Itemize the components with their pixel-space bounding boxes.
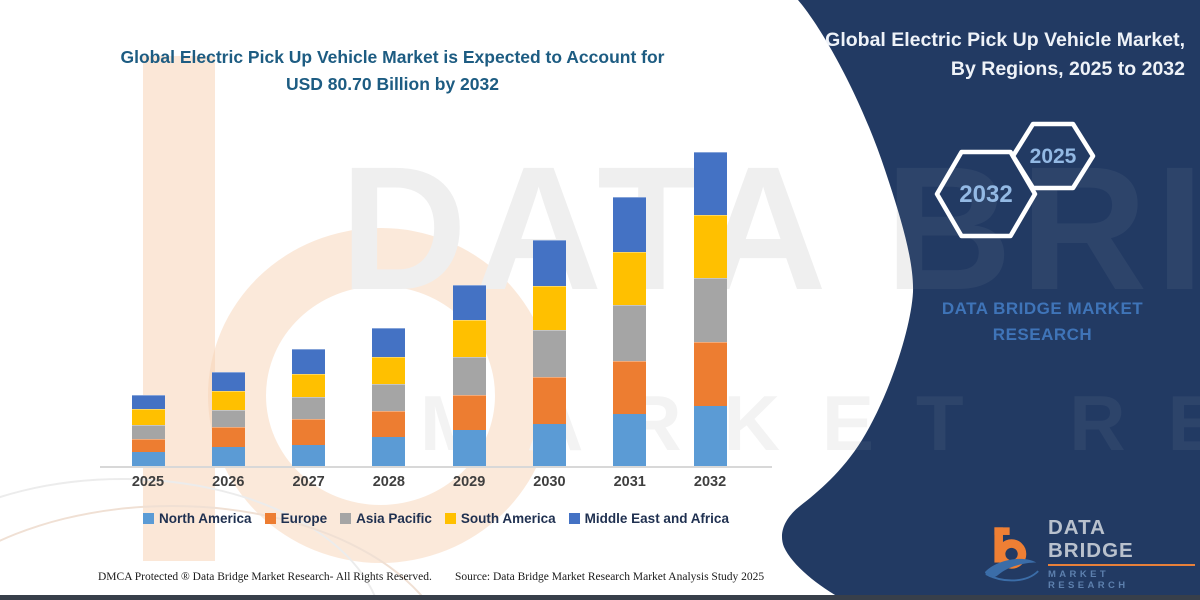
stacked-bar-2028 xyxy=(372,327,406,466)
side-panel-background xyxy=(781,0,1200,600)
bar-segment xyxy=(292,418,326,445)
bar-chart-plot: 2025 2026 2027 2028 2029 2030 2031 2032 xyxy=(100,130,772,490)
x-axis-label: 2032 xyxy=(693,474,727,490)
x-axis-label: 2027 xyxy=(292,474,325,490)
hexagon-2032: 2032 xyxy=(934,149,1038,239)
bar-segment xyxy=(211,446,245,466)
bar-segment xyxy=(613,360,647,414)
hexagon-2025: 2025 xyxy=(1010,121,1096,191)
x-axis-label: 2031 xyxy=(613,474,646,490)
bar-segment xyxy=(613,305,647,361)
x-axis-label: 2026 xyxy=(212,474,245,490)
bar-segment xyxy=(211,426,245,447)
bar-segment xyxy=(452,430,486,466)
bar-segment xyxy=(452,356,486,396)
legend-label: North America xyxy=(159,511,252,526)
hexagon-2025-label: 2025 xyxy=(1030,145,1077,168)
watermark-b-logo-bar xyxy=(143,56,215,561)
bar-segment xyxy=(131,395,165,409)
x-axis-label: 2025 xyxy=(131,474,165,490)
legend-swatch xyxy=(264,513,276,524)
bar-segment xyxy=(372,383,406,412)
legend-item: Asia Pacific xyxy=(340,511,432,526)
bottom-border-strip xyxy=(0,595,1200,600)
bar-segment xyxy=(452,285,486,320)
bar-segment xyxy=(532,286,566,330)
bar-segment xyxy=(613,252,647,306)
stacked-bar-2026 xyxy=(211,372,245,466)
chart-title: Global Electric Pick Up Vehicle Market i… xyxy=(120,47,665,95)
data-bridge-b-icon xyxy=(984,527,1039,582)
panel-title: Global Electric Pick Up Vehicle Market, … xyxy=(825,29,1185,81)
legend-label: Middle East and Africa xyxy=(584,511,729,526)
bar-segment xyxy=(292,349,326,374)
bar-segment xyxy=(532,240,566,287)
bar-segment xyxy=(372,356,406,384)
bar-segment xyxy=(693,215,727,279)
stacked-bar-2031 xyxy=(613,196,647,466)
legend-item: Europe xyxy=(264,511,328,526)
dmca-notice: DMCA Protected ® Data Bridge Market Rese… xyxy=(98,571,432,583)
logo-name: DATA BRIDGE xyxy=(1047,515,1134,562)
hexagon-2032-label: 2032 xyxy=(959,181,1012,208)
bar-segment xyxy=(292,373,326,397)
legend-label: South America xyxy=(460,511,556,526)
x-axis-label: 2030 xyxy=(533,474,566,490)
bar-segment xyxy=(452,319,486,357)
logo-divider xyxy=(1047,564,1195,567)
stacked-bar-2029 xyxy=(452,285,486,466)
bar-segment xyxy=(532,329,566,377)
bar-segment xyxy=(372,437,406,466)
bar-segment xyxy=(693,278,727,342)
bar-segment xyxy=(292,396,326,419)
year-hexagons: 2032 2025 xyxy=(934,121,1096,239)
bar-segment xyxy=(613,196,647,253)
logo-tagline: MARKET RESEARCH xyxy=(1047,569,1129,592)
bar-segment xyxy=(532,376,566,425)
bar-segment xyxy=(452,395,486,431)
bar-segment xyxy=(693,341,727,407)
stacked-bar-2027 xyxy=(292,349,326,466)
legend-swatch xyxy=(568,513,580,524)
legend-item: South America xyxy=(444,511,556,526)
bar-segment xyxy=(131,451,165,466)
stacked-bar-2030 xyxy=(532,240,566,466)
bar-segment xyxy=(131,438,165,452)
legend-swatch xyxy=(340,513,352,524)
legend-item: North America xyxy=(143,511,252,526)
bar-segment xyxy=(211,372,245,391)
chart-legend: North America Europe Asia Pacific South Ame… xyxy=(100,511,772,526)
legend-item: Middle East and Africa xyxy=(568,511,729,526)
stacked-bar-2025 xyxy=(131,395,165,466)
legend-swatch xyxy=(143,513,155,524)
bar-segment xyxy=(693,152,727,216)
bar-segment xyxy=(211,390,245,411)
company-logo: DATA BRIDGE MARKET RESEARCH xyxy=(983,515,1195,592)
legend-label: Europe xyxy=(280,511,328,526)
bar-segment xyxy=(372,327,406,357)
bar-segment xyxy=(613,413,647,466)
bar-segment xyxy=(211,410,245,427)
bar-segment xyxy=(693,406,727,466)
x-axis-label: 2028 xyxy=(372,474,405,490)
panel-brand-text: DATA BRIDGE MARKET RESEARCH xyxy=(941,299,1144,345)
bar-segment xyxy=(131,408,165,425)
bar-segment xyxy=(292,444,326,466)
legend-swatch xyxy=(444,513,456,524)
stacked-bar-2032 xyxy=(693,152,727,466)
source-note: Source: Data Bridge Market Research Mark… xyxy=(455,571,765,583)
bar-segment xyxy=(131,424,165,439)
x-axis-label: 2029 xyxy=(453,474,486,490)
bar-segment xyxy=(372,411,406,438)
legend-label: Asia Pacific xyxy=(356,511,432,526)
bar-segment xyxy=(532,424,566,466)
